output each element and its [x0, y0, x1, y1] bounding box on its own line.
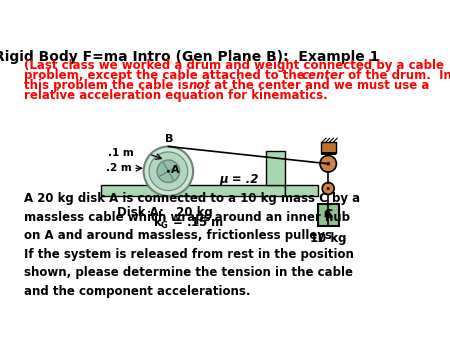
- Text: at the center and we must use a: at the center and we must use a: [210, 79, 430, 92]
- Text: (Last class we worked a drum and weight connected by a cable: (Last class we worked a drum and weight …: [24, 59, 444, 72]
- Text: B: B: [165, 134, 173, 144]
- Text: A 20 kg disk A is connected to a 10 kg mass C by a
massless cable which wraps ar: A 20 kg disk A is connected to a 10 kg m…: [24, 192, 360, 298]
- Text: of the drum.  In: of the drum. In: [343, 69, 450, 82]
- Text: C: C: [324, 208, 333, 221]
- Text: not: not: [189, 79, 211, 92]
- Bar: [321, 142, 336, 153]
- Text: A: A: [171, 165, 180, 175]
- Polygon shape: [101, 185, 285, 196]
- Circle shape: [326, 162, 330, 166]
- Text: problem, except the cable attached to the: problem, except the cable attached to th…: [24, 69, 309, 82]
- Circle shape: [144, 146, 193, 196]
- Circle shape: [149, 152, 188, 191]
- Bar: [318, 203, 339, 226]
- Bar: [321, 152, 336, 155]
- Text: relative acceleration equation for kinematics.: relative acceleration equation for kinem…: [24, 89, 328, 102]
- Text: Disk A:   20 kg: Disk A: 20 kg: [117, 206, 212, 219]
- Text: μ = .2: μ = .2: [220, 173, 259, 186]
- Circle shape: [157, 160, 180, 183]
- Text: .1 m: .1 m: [108, 148, 134, 158]
- Text: center: center: [302, 69, 345, 82]
- Circle shape: [320, 155, 337, 172]
- Circle shape: [327, 187, 330, 190]
- Text: .2 m: .2 m: [106, 163, 131, 173]
- Polygon shape: [285, 185, 319, 196]
- Text: Rigid Body F=ma Intro (Gen Plane B):  Example 1: Rigid Body F=ma Intro (Gen Plane B): Exa…: [0, 50, 380, 64]
- Text: $\bf{k_G}$ = .15 m: $\bf{k_G}$ = .15 m: [153, 215, 225, 231]
- Text: this problem the cable is: this problem the cable is: [24, 79, 193, 92]
- Circle shape: [167, 170, 170, 173]
- Circle shape: [322, 183, 334, 194]
- Text: 10 kg: 10 kg: [310, 232, 346, 245]
- Polygon shape: [266, 151, 285, 185]
